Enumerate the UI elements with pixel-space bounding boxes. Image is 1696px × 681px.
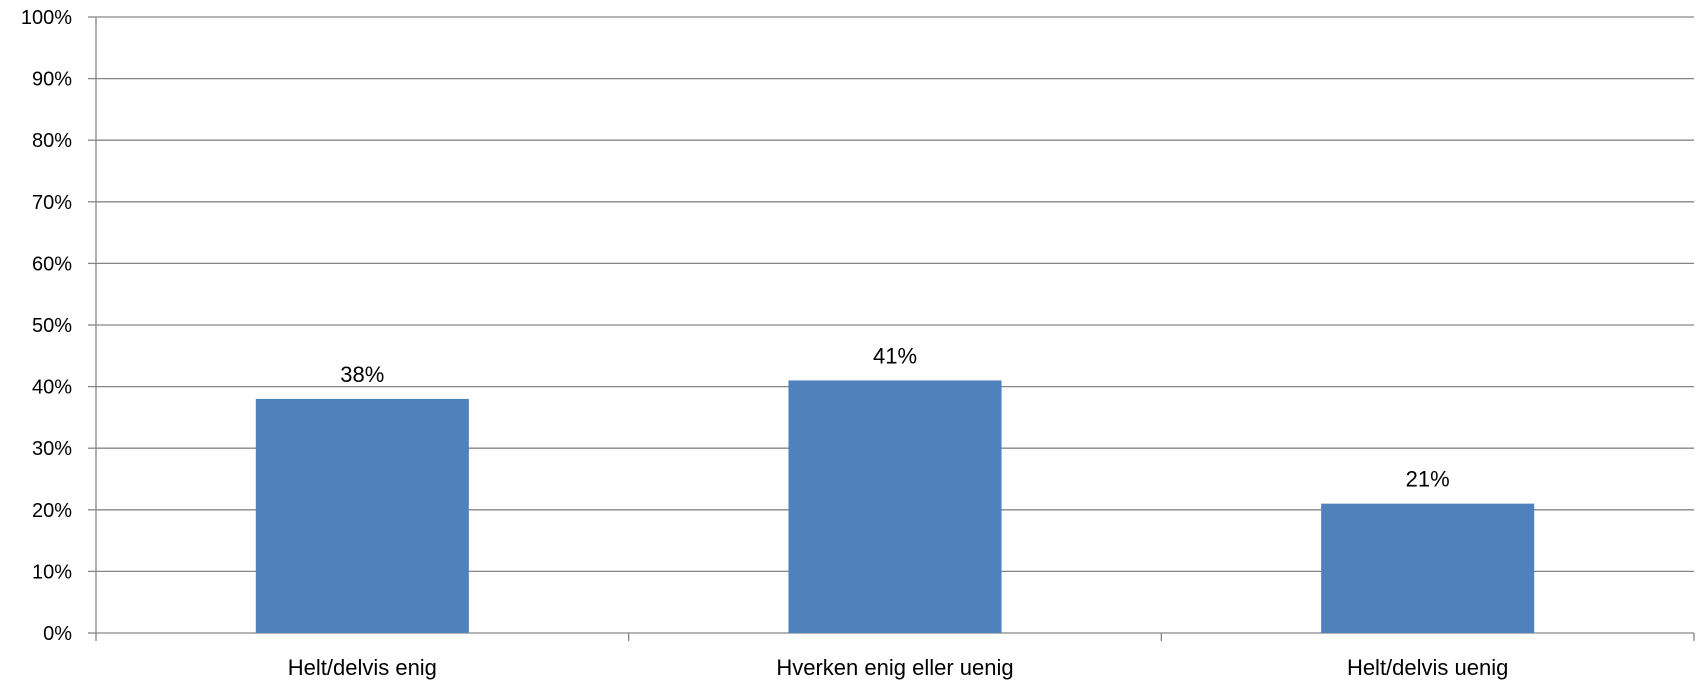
y-tick-label: 60% [32, 253, 72, 275]
x-category-label: Hverken enig eller uenig [776, 655, 1013, 680]
x-category-label: Helt/delvis uenig [1347, 655, 1508, 680]
y-tick-label: 50% [32, 315, 72, 337]
y-tick-label: 10% [32, 561, 72, 583]
y-tick-label: 80% [32, 130, 72, 152]
data-label: 38% [340, 362, 384, 387]
y-tick-label: 30% [32, 438, 72, 460]
x-category-label: Helt/delvis enig [288, 655, 437, 680]
y-tick-label: 90% [32, 69, 72, 91]
bar [1321, 503, 1535, 633]
bar [255, 398, 469, 633]
y-tick-label: 20% [32, 500, 72, 522]
y-tick-label: 40% [32, 377, 72, 399]
bar [788, 380, 1002, 633]
data-label: 41% [873, 343, 917, 368]
y-tick-label: 70% [32, 192, 72, 214]
data-label: 21% [1406, 467, 1450, 492]
labels: 0% 10% 20% 30% 40% 50% 60% 70% 80% 90% 100% 38% Helt… [21, 7, 1509, 680]
y-tick-label: 100% [21, 7, 72, 29]
y-tick-label: 0% [43, 623, 72, 645]
bars [255, 380, 1535, 633]
